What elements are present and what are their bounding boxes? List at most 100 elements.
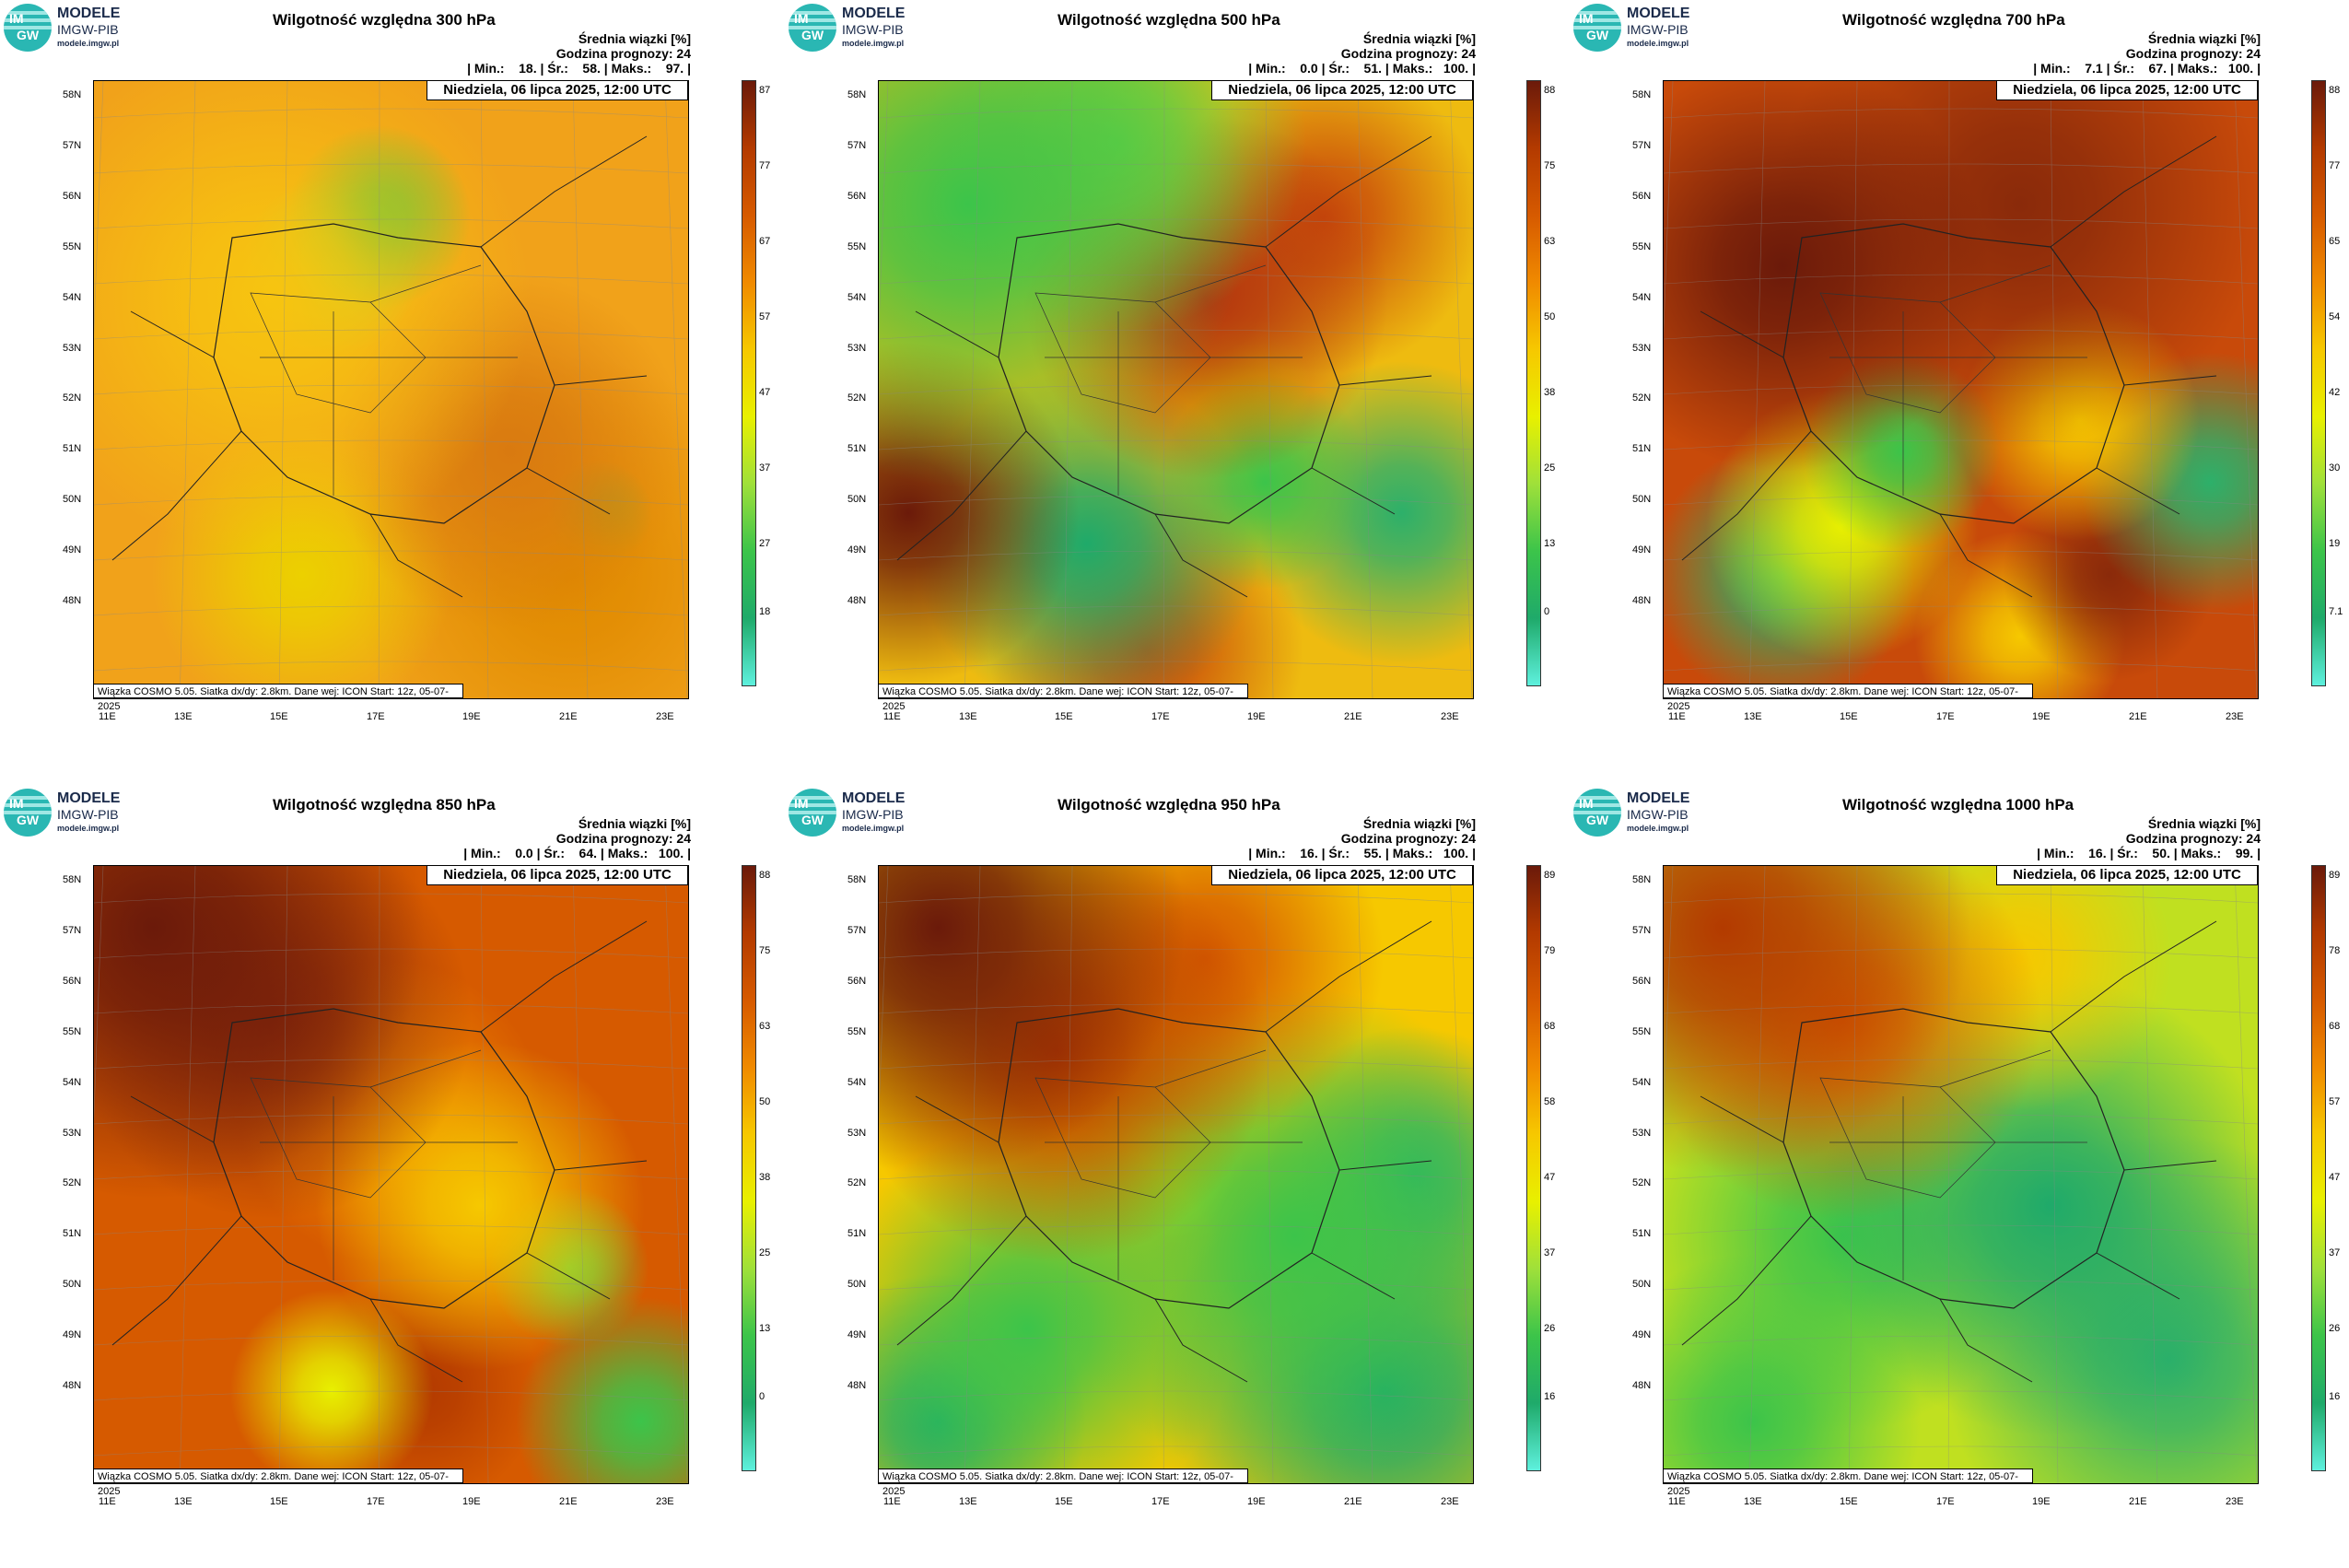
logo-line1: MODELE: [842, 6, 906, 21]
lon-label: 13E: [1744, 711, 1762, 722]
lat-label: 55N: [1632, 1026, 1652, 1037]
colorbar-tick: 77: [759, 160, 771, 171]
colorbar-tick: 50: [759, 1096, 771, 1107]
lon-label: 21E: [559, 1496, 578, 1507]
ensemble-mean-label: Średnia wiązki [%]: [1362, 31, 1476, 46]
lon-label: 15E: [1055, 1496, 1073, 1507]
ensemble-mean-label: Średnia wiązki [%]: [2147, 31, 2261, 46]
logo-mark-bottom: GW: [1586, 813, 1609, 827]
colorbar-tick: 57: [2329, 1096, 2341, 1107]
colorbar-tick: 63: [1544, 236, 1556, 247]
map-overlay: [94, 866, 688, 1483]
map-overlay: [879, 81, 1473, 698]
lon-label: 23E: [1441, 1496, 1459, 1507]
colorbar-tick: 54: [2329, 311, 2341, 322]
ensemble-mean-label: Średnia wiązki [%]: [578, 31, 691, 46]
lon-label: 15E: [1055, 711, 1073, 722]
logo-line2: IMGW-PIB: [842, 22, 904, 37]
lat-label: 49N: [63, 544, 82, 556]
lat-label: 50N: [847, 494, 867, 505]
colorbar: [742, 865, 756, 1471]
colorbar-tick: 38: [759, 1172, 771, 1183]
lat-label: 48N: [1632, 1380, 1652, 1391]
ensemble-mean-label: Średnia wiązki [%]: [1362, 816, 1476, 831]
colorbar-tick: 89: [1544, 870, 1556, 881]
logo-mark-bottom: GW: [801, 28, 824, 42]
map-overlay: [94, 81, 688, 698]
logo-mark-bottom: GW: [17, 28, 40, 42]
lat-label: 53N: [847, 1128, 867, 1139]
lon-label: 21E: [2129, 711, 2147, 722]
lat-label: 56N: [847, 191, 867, 202]
logo-line2: IMGW-PIB: [57, 22, 119, 37]
lat-label: 51N: [1632, 443, 1652, 454]
colorbar-tick: 37: [2329, 1247, 2341, 1258]
stats-line: | Min.: 0.0 | Śr.: 64. | Maks.: 100. |: [463, 846, 691, 860]
lat-label: 53N: [63, 343, 82, 354]
lon-label: 11E: [883, 711, 901, 722]
colorbar-tick: 25: [759, 1247, 771, 1258]
logo-line1: MODELE: [1627, 6, 1690, 21]
imgw-logo: IM GW MODELE IMGW-PIB modele.imgw.pl: [1573, 4, 1702, 52]
logo-line1: MODELE: [1627, 790, 1690, 806]
lat-label: 53N: [63, 1128, 82, 1139]
colorbar-tick: 0: [1544, 606, 1550, 617]
logo-url: modele.imgw.pl: [1627, 824, 1689, 833]
forecast-hour-label: Godzina prognozy: 24: [1340, 46, 1476, 61]
lon-label: 15E: [270, 1496, 288, 1507]
lat-label: 48N: [1632, 595, 1652, 606]
lat-label: 53N: [1632, 343, 1652, 354]
colorbar-tick: 78: [2329, 945, 2341, 956]
logo-line2: IMGW-PIB: [842, 807, 904, 822]
logo-url: modele.imgw.pl: [57, 824, 120, 833]
lon-label: 23E: [656, 711, 674, 722]
colorbar-tick: 57: [759, 311, 771, 322]
stats-line: | Min.: 16. | Śr.: 50. | Maks.: 99. |: [2037, 846, 2261, 860]
rh-map: [878, 865, 1474, 1484]
lat-label: 50N: [847, 1279, 867, 1290]
lon-label: 17E: [1151, 1496, 1170, 1507]
valid-date: Niedziela, 06 lipca 2025, 12:00 UTC: [1996, 80, 2258, 100]
map-overlay: [879, 866, 1473, 1483]
lat-label: 51N: [63, 443, 82, 454]
forecast-panel: IM GW MODELE IMGW-PIB modele.imgw.pl Wil…: [1570, 0, 2349, 783]
logo-mark-top: IM: [9, 11, 24, 26]
valid-date: Niedziela, 06 lipca 2025, 12:00 UTC: [1996, 865, 2258, 885]
forecast-hour-label: Godzina prognozy: 24: [2125, 46, 2261, 61]
model-footer: Wiązka COSMO 5.05. Siatka dx/dy: 2.8km. …: [1663, 684, 2033, 712]
lat-label: 49N: [847, 1329, 867, 1340]
lat-label: 52N: [1632, 1177, 1652, 1188]
lat-label: 51N: [63, 1228, 82, 1239]
lat-label: 57N: [63, 925, 82, 936]
logo-url: modele.imgw.pl: [57, 39, 120, 48]
forecast-panel: IM GW MODELE IMGW-PIB modele.imgw.pl Wil…: [0, 0, 783, 783]
colorbar-tick: 26: [2329, 1323, 2341, 1334]
colorbar-tick: 18: [759, 606, 771, 617]
lon-label: 17E: [367, 1496, 385, 1507]
rh-map: [1663, 80, 2259, 699]
model-footer: Wiązka COSMO 5.05. Siatka dx/dy: 2.8km. …: [93, 1469, 463, 1497]
lat-label: 58N: [63, 89, 82, 100]
colorbar-tick: 47: [759, 387, 771, 398]
lat-label: 50N: [1632, 1279, 1652, 1290]
colorbar-tick: 79: [1544, 945, 1556, 956]
lon-label: 11E: [883, 1496, 901, 1507]
panel-title: Wilgotność względna 1000 hPa: [1842, 796, 2074, 813]
model-footer: Wiązka COSMO 5.05. Siatka dx/dy: 2.8km. …: [878, 684, 1248, 712]
lon-label: 23E: [2226, 1496, 2244, 1507]
lat-label: 52N: [847, 1177, 867, 1188]
lat-label: 52N: [1632, 392, 1652, 404]
logo-line2: IMGW-PIB: [57, 807, 119, 822]
lat-label: 57N: [1632, 140, 1652, 151]
lat-label: 48N: [847, 595, 867, 606]
lon-label: 13E: [959, 711, 977, 722]
valid-date: Niedziela, 06 lipca 2025, 12:00 UTC: [427, 865, 688, 885]
lat-label: 54N: [847, 292, 867, 303]
model-footer: Wiązka COSMO 5.05. Siatka dx/dy: 2.8km. …: [93, 684, 463, 712]
model-footer: Wiązka COSMO 5.05. Siatka dx/dy: 2.8km. …: [1663, 1469, 2033, 1497]
lat-label: 56N: [1632, 976, 1652, 987]
lat-label: 52N: [63, 1177, 82, 1188]
forecast-hour-label: Godzina prognozy: 24: [1340, 831, 1476, 846]
lon-label: 13E: [1744, 1496, 1762, 1507]
forecast-panel: IM GW MODELE IMGW-PIB modele.imgw.pl Wil…: [1570, 785, 2349, 1568]
